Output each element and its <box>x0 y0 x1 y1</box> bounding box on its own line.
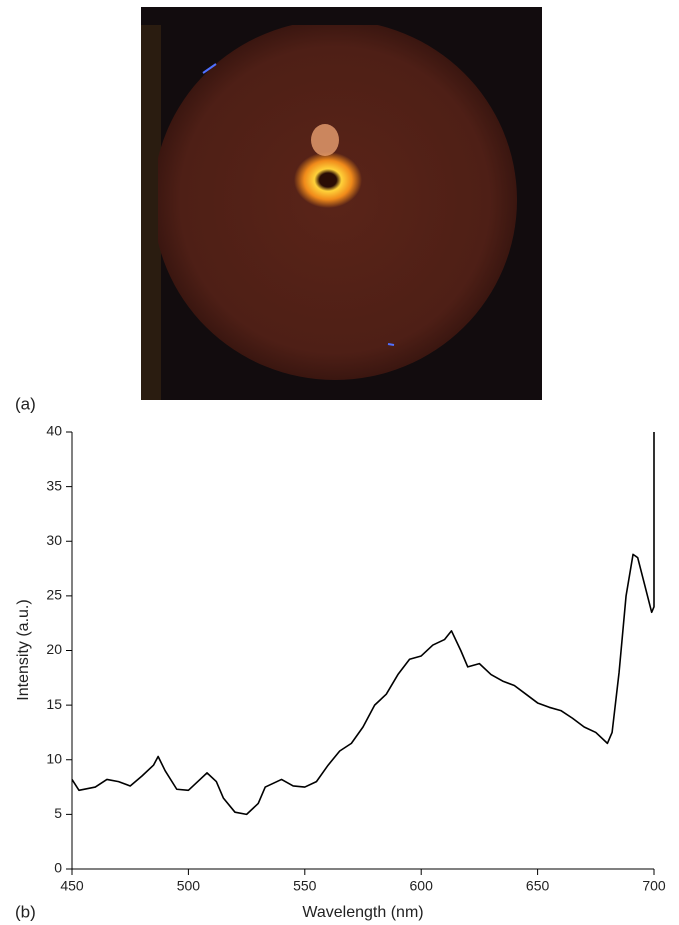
photo <box>141 7 542 400</box>
y-tick-label: 10 <box>46 750 62 766</box>
x-tick-label: 500 <box>177 878 201 894</box>
y-tick-label: 30 <box>46 532 62 548</box>
panel-label: (b) <box>15 902 36 921</box>
y-tick-label: 5 <box>54 805 62 821</box>
x-tick-label: 450 <box>60 878 84 894</box>
y-tick-label: 25 <box>46 587 62 603</box>
y-tick-label: 35 <box>46 477 62 493</box>
panel-label: (a) <box>15 394 36 413</box>
data-line <box>71 432 655 816</box>
x-tick-label: 700 <box>642 878 666 894</box>
y-axis-label: Intensity (a.u.) <box>15 599 32 700</box>
y-tick-label: 40 <box>46 423 62 439</box>
x-tick-label: 550 <box>293 878 317 894</box>
x-tick-label: 650 <box>526 878 550 894</box>
y-tick-label: 0 <box>54 860 62 876</box>
x-axis-label: Wavelength (nm) <box>302 904 423 921</box>
x-tick-label: 600 <box>410 878 434 894</box>
y-tick-label: 15 <box>46 696 62 712</box>
y-tick-label: 20 <box>46 641 62 657</box>
